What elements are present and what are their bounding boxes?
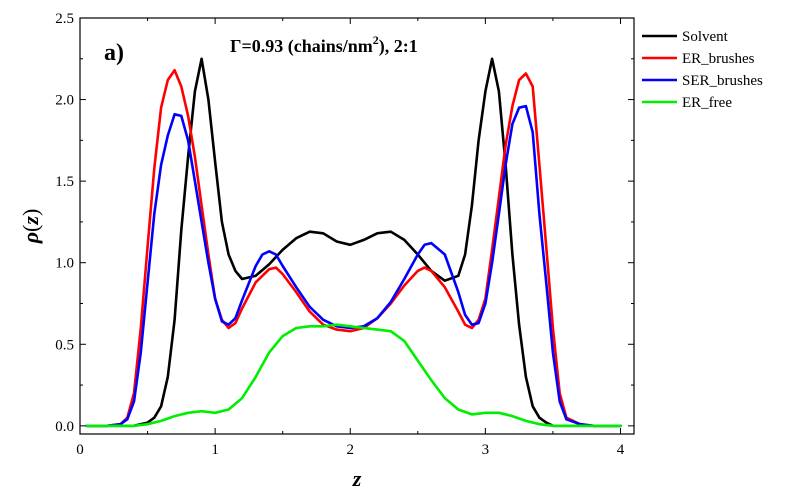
y-axis-title-close-paren: ) <box>18 209 43 216</box>
annotation-prefix: Γ=0.93 (chains/nm <box>230 36 373 57</box>
y-tick-label: 0.0 <box>55 419 74 435</box>
y-tick-label: 1.0 <box>55 256 74 272</box>
x-tick-label: 4 <box>617 442 625 458</box>
legend-label: Solvent <box>682 29 729 45</box>
y-tick-label: 1.5 <box>55 174 74 190</box>
legend: Solvent ER_brushes SER_brushes ER_free <box>642 29 763 111</box>
series-layer <box>85 57 622 428</box>
annotation-superscript: 2 <box>373 33 379 47</box>
x-tick-label: 2 <box>346 442 354 458</box>
series-line-ser-brushes <box>85 104 622 428</box>
y-axis-title-open-paren: ( <box>18 225 43 232</box>
y-axis-title-rho: ρ <box>18 232 43 244</box>
panel-label: a) <box>104 40 124 66</box>
y-tick-label: 2.0 <box>55 93 74 109</box>
x-tick-label: 1 <box>211 442 219 458</box>
y-tick-label: 0.5 <box>55 337 74 353</box>
series-line-solvent <box>85 57 622 428</box>
tick-layer: 0 1 2 3 4 0.0 0.5 1.0 1.5 2.0 2.5 <box>55 11 634 458</box>
legend-label: ER_free <box>682 95 732 111</box>
y-tick-label: 2.5 <box>55 11 74 27</box>
series-line-er-free <box>85 323 622 428</box>
y-axis-title: ρ(z) <box>18 209 43 245</box>
annotation-suffix: ), 2:1 <box>379 36 418 57</box>
x-tick-label: 0 <box>76 442 84 458</box>
series-line-er-brushes <box>85 68 622 428</box>
plot-frame <box>79 17 635 435</box>
x-tick-label: 3 <box>482 442 490 458</box>
y-axis-title-var: z <box>18 216 43 226</box>
x-axis-title: z <box>352 466 362 491</box>
legend-label: ER_brushes <box>682 51 755 67</box>
grafting-density-annotation: Γ=0.93 (chains/nm2), 2:1 <box>230 33 418 57</box>
legend-label: SER_brushes <box>682 73 763 89</box>
